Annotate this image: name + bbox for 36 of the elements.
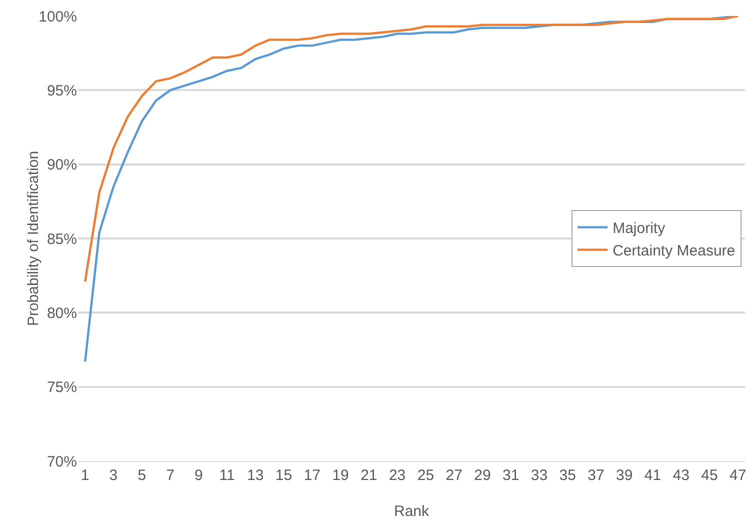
x-tick-label: 45 — [701, 467, 718, 484]
x-axis-title: Rank — [394, 503, 430, 520]
y-tick-label: 70% — [46, 453, 77, 470]
x-tick-label: 37 — [588, 467, 604, 484]
y-tick-label: 95% — [46, 82, 77, 100]
legend-label: Certainty Measure — [612, 242, 736, 260]
x-tick-label: 5 — [138, 467, 146, 484]
x-tick-label: 35 — [559, 467, 576, 484]
x-tick-label: 41 — [644, 467, 662, 484]
y-tick-label: 80% — [46, 304, 77, 322]
x-tick-label: 9 — [194, 467, 203, 484]
x-tick-label: 1 — [80, 467, 90, 484]
y-tick-label: 85% — [46, 230, 77, 248]
y-tick-label: 75% — [46, 379, 77, 396]
legend-label: Majority — [612, 220, 666, 238]
x-tick-label: 29 — [474, 467, 491, 484]
x-tick-label: 17 — [304, 467, 321, 484]
x-tick-label: 39 — [616, 467, 633, 484]
x-tick-label: 47 — [730, 467, 746, 484]
x-tick-label: 21 — [360, 467, 378, 484]
x-tick-label: 27 — [446, 467, 462, 484]
line-series — [84, 16, 740, 283]
x-tick-label: 25 — [417, 467, 434, 484]
x-tick-label: 31 — [502, 467, 520, 484]
x-tick-label: 43 — [672, 467, 690, 484]
x-tick-label: 13 — [247, 467, 264, 484]
x-tick-label: 15 — [275, 467, 292, 484]
x-tick-label: 23 — [388, 467, 406, 484]
x-tick-label: 11 — [219, 467, 235, 484]
x-tick-label: 19 — [332, 467, 349, 484]
y-tick-label: 90% — [46, 156, 77, 174]
x-tick-label: 3 — [109, 467, 118, 484]
y-tick-label: 100% — [38, 8, 77, 26]
x-tick-label: 7 — [166, 467, 174, 484]
x-tick-label: 33 — [530, 467, 548, 484]
y-axis-title: Probability of Identification — [25, 150, 42, 326]
